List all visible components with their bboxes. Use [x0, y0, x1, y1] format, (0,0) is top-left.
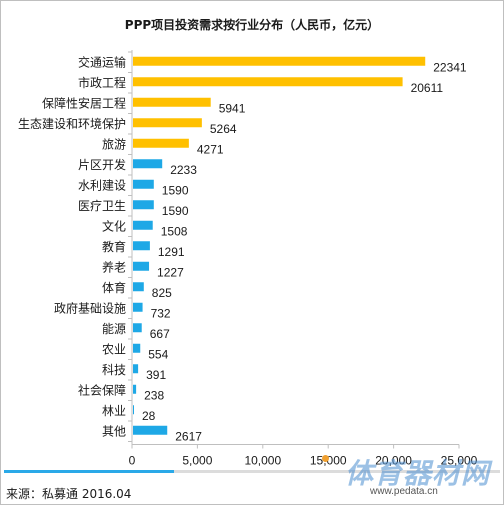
data-label: 238: [144, 388, 164, 402]
data-label: 1590: [162, 204, 189, 218]
category-label: 旅游: [102, 137, 126, 151]
category-label: 政府基础设施: [54, 300, 126, 315]
data-label: 5264: [210, 122, 237, 136]
data-label: 28: [142, 409, 156, 423]
bar: [133, 56, 426, 66]
bar: [133, 364, 139, 374]
category-label: 能源: [102, 322, 126, 336]
category-label: 农业: [102, 342, 126, 356]
data-label: 1227: [157, 265, 184, 279]
data-label: 825: [152, 286, 172, 300]
category-label: 生态建设和环境保护: [18, 116, 126, 131]
data-label: 667: [150, 327, 170, 341]
watermark-logo: 体育器材网: [345, 457, 491, 490]
bar: [133, 384, 137, 394]
bar: [133, 118, 202, 128]
data-label: 22341: [433, 60, 467, 74]
data-label: 2233: [170, 163, 197, 177]
bar: [133, 179, 154, 189]
bar: [133, 343, 141, 353]
bar: [133, 282, 144, 292]
category-label: 水利建设: [78, 178, 126, 192]
category-label: 医疗卫生: [78, 199, 126, 213]
bar: [133, 138, 189, 148]
data-label: 2617: [175, 429, 202, 443]
bar: [133, 425, 168, 435]
data-label: 20611: [411, 81, 444, 95]
category-label: 体育: [102, 280, 126, 295]
bar: [133, 261, 150, 271]
bar: [133, 302, 143, 312]
bar: [133, 159, 163, 169]
bar: [133, 241, 150, 251]
data-label: 554: [148, 347, 168, 361]
category-label: 养老: [102, 259, 126, 274]
category-label: 社会保障: [78, 382, 126, 397]
data-label: 1291: [158, 245, 185, 259]
bar: [133, 405, 134, 415]
data-label: 732: [151, 306, 171, 320]
data-label: 4271: [197, 142, 224, 156]
category-label: 市政工程: [78, 75, 126, 90]
bar: [133, 200, 154, 210]
data-label: 391: [146, 368, 166, 382]
category-label: 保障性安居工程: [42, 95, 126, 110]
x-tick-label: 25,000: [441, 454, 478, 468]
category-label: 林业: [102, 404, 126, 418]
x-tick-label: 0: [129, 454, 136, 468]
data-label: 1508: [161, 224, 188, 238]
category-label: 文化: [102, 218, 126, 233]
category-label: 教育: [102, 239, 126, 254]
category-label: 其他: [102, 424, 126, 438]
watermark-dot: [322, 455, 329, 462]
bar: [133, 323, 142, 333]
x-tick-label: 5,000: [182, 454, 212, 468]
data-label: 1590: [162, 183, 189, 197]
category-label: 科技: [102, 363, 126, 377]
data-label: 5941: [219, 101, 246, 115]
scroll-track: [4, 470, 500, 473]
scroll-progress: [4, 470, 174, 473]
x-tick-label: 20,000: [375, 454, 412, 468]
bar: [133, 77, 403, 87]
chart-title: PPP项目投资需求按行业分布（人民币，亿元）: [124, 18, 380, 32]
bar-chart: 交通运输 22341 市政工程 20611 保障性安居工程 5941 生态建设和环境保护 52…: [18, 50, 478, 468]
bar: [133, 220, 153, 230]
category-label: 片区开发: [78, 157, 126, 172]
source-url: www.pedata.cn: [370, 486, 438, 497]
category-label: 交通运输: [78, 54, 126, 69]
bar: [133, 97, 211, 107]
x-tick-label: 10,000: [244, 454, 281, 468]
source-note: 来源：私募通 2016.04: [6, 487, 132, 501]
